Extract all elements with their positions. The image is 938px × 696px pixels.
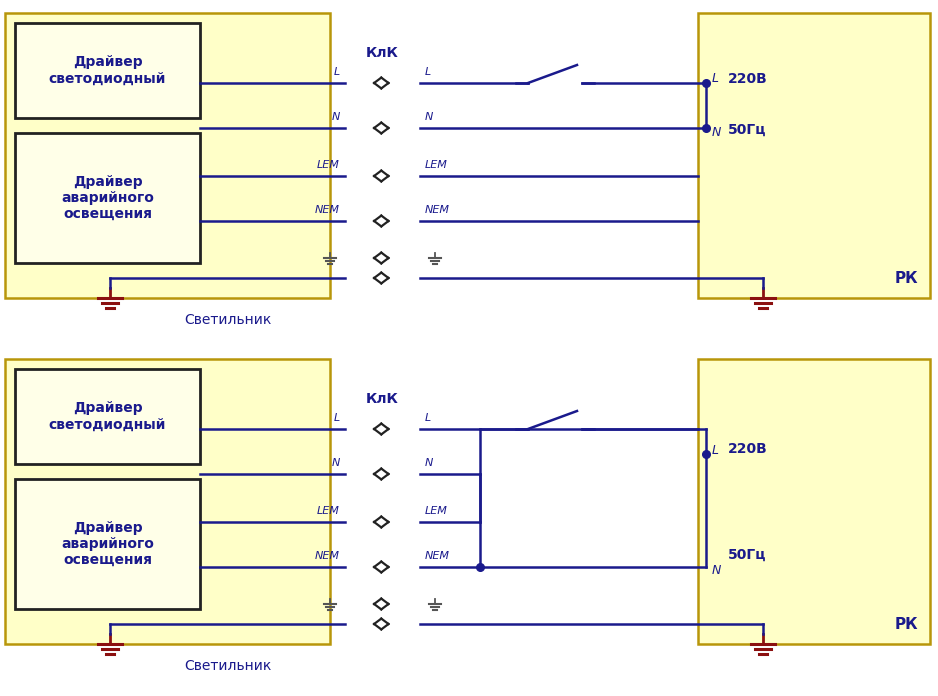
Text: L: L xyxy=(425,67,431,77)
Bar xyxy=(698,13,930,298)
Bar xyxy=(15,479,200,609)
Text: РК: РК xyxy=(894,271,918,286)
Text: L: L xyxy=(425,413,431,423)
Text: N: N xyxy=(425,112,433,122)
Text: N: N xyxy=(332,458,340,468)
Bar xyxy=(15,133,200,263)
Text: N: N xyxy=(712,564,721,576)
Text: КлК: КлК xyxy=(366,46,399,60)
Text: N: N xyxy=(712,125,721,139)
Text: L: L xyxy=(712,444,719,457)
Text: 50Гц: 50Гц xyxy=(728,123,766,137)
Text: L: L xyxy=(712,72,719,86)
Text: NEM: NEM xyxy=(425,205,450,215)
Bar xyxy=(5,359,330,644)
Text: Драйвер
светодиодный: Драйвер светодиодный xyxy=(49,402,166,432)
Text: Драйвер
аварийного
освещения: Драйвер аварийного освещения xyxy=(61,175,154,221)
Bar xyxy=(698,359,930,644)
Text: 220В: 220В xyxy=(728,442,767,456)
Text: N: N xyxy=(332,112,340,122)
Bar xyxy=(15,369,200,464)
Text: LEM: LEM xyxy=(317,506,340,516)
Text: КлК: КлК xyxy=(366,392,399,406)
Text: NEM: NEM xyxy=(315,551,340,561)
Bar xyxy=(5,13,330,298)
Text: Светильник: Светильник xyxy=(184,313,271,327)
Text: NEM: NEM xyxy=(425,551,450,561)
Text: N: N xyxy=(425,458,433,468)
Text: LEM: LEM xyxy=(425,506,447,516)
Text: Драйвер
аварийного
освещения: Драйвер аварийного освещения xyxy=(61,521,154,567)
Text: 220В: 220В xyxy=(728,72,767,86)
Text: L: L xyxy=(334,67,340,77)
Text: РК: РК xyxy=(894,617,918,632)
Text: Драйвер
светодиодный: Драйвер светодиодный xyxy=(49,56,166,86)
Text: NEM: NEM xyxy=(315,205,340,215)
Text: 50Гц: 50Гц xyxy=(728,548,766,562)
Bar xyxy=(15,23,200,118)
Text: LEM: LEM xyxy=(425,160,447,170)
Text: Светильник: Светильник xyxy=(184,659,271,673)
Text: L: L xyxy=(334,413,340,423)
Text: LEM: LEM xyxy=(317,160,340,170)
